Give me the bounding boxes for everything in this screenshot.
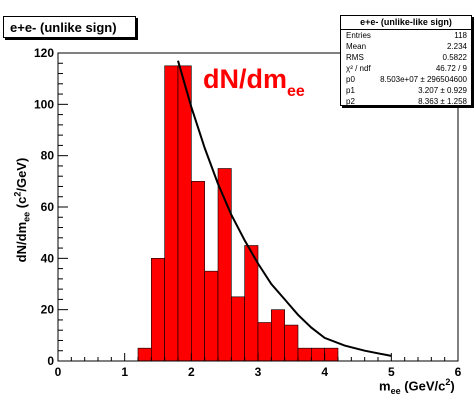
histogram-bar (271, 309, 285, 362)
histogram-bars (137, 65, 339, 362)
x-tick-label: 6 (455, 365, 462, 379)
stats-header: e+e- (unlike-like sign) (341, 16, 471, 30)
histogram-bar (164, 65, 179, 362)
y-axis-label-mid: (c (13, 196, 29, 212)
stats-value: 8.503e+07 ± 296504600 (380, 75, 467, 84)
stats-row: Mean 2.234 (341, 41, 471, 52)
stats-key: RMS (346, 53, 364, 62)
x-axis-label-pre: m (379, 378, 391, 394)
histogram-bar (297, 347, 312, 362)
y-tick-label: 120 (34, 46, 54, 60)
annotation-main: dN/dm (203, 64, 287, 94)
histogram-bar (137, 347, 152, 362)
x-tick-label: 3 (255, 365, 262, 379)
stats-row: χ² / ndf 46.72 / 9 (341, 63, 471, 74)
y-axis-label-sup: 2 (12, 191, 23, 197)
stats-key: p1 (346, 86, 355, 95)
x-axis-label-post: ) (450, 378, 455, 394)
stats-box: e+e- (unlike-like sign) Entries 118 Mean 2.… (340, 15, 472, 106)
histogram-bar (244, 245, 259, 362)
y-tick-label: 100 (34, 97, 54, 111)
x-tick-label: 5 (388, 365, 395, 379)
x-axis-label: mee (GeV/c2) (379, 377, 455, 396)
x-tick-label: 0 (55, 365, 62, 379)
stats-row: p1 3.207 ± 0.929 (341, 85, 471, 96)
x-axis-label-sup: 2 (445, 377, 451, 387)
y-axis-label: dN/dmee (c2/GeV) (13, 158, 32, 263)
y-tick-label: 40 (41, 251, 55, 265)
annotation-sub: ee (287, 83, 305, 100)
histogram-bar (204, 270, 219, 362)
stats-value: 118 (454, 31, 467, 40)
x-tick-label: 1 (121, 365, 128, 379)
histogram-bar (191, 181, 205, 362)
stats-value: 8.363 ± 1.258 (418, 97, 467, 106)
stats-value: 3.207 ± 0.929 (418, 86, 467, 95)
x-axis-label-mid: (GeV/c (400, 378, 446, 394)
histogram-bar (284, 324, 299, 362)
y-axis-label-pre: dN/dm (13, 221, 29, 263)
x-tick-label: 2 (188, 365, 195, 379)
stats-value: 46.72 / 9 (435, 64, 467, 73)
stats-rows: Entries 118 Mean 2.234 RMS 0.5822 χ² / ndf 46.7… (341, 30, 471, 107)
x-axis-label-sub: ee (390, 385, 401, 396)
y-axis-label-post: /GeV) (13, 157, 29, 192)
x-tick-label: 4 (321, 365, 328, 379)
fit-curve (177, 60, 392, 357)
y-tick-label: 20 (41, 303, 55, 317)
stats-row: RMS 0.5822 (341, 52, 471, 63)
stats-key: Entries (346, 31, 371, 40)
histogram-bar (257, 322, 272, 362)
y-tick-label: 80 (41, 149, 55, 163)
stats-value: 0.5822 (442, 53, 467, 62)
histogram-bar (324, 347, 339, 362)
histogram-bar (231, 296, 245, 362)
stats-row: Entries 118 (341, 30, 471, 41)
y-tick-label: 60 (41, 200, 55, 214)
stats-value: 2.234 (446, 42, 467, 51)
stats-key: p2 (346, 97, 355, 106)
y-axis-label-sub: ee (21, 211, 32, 222)
histogram-bar (151, 258, 165, 362)
annotation-label: dN/dmee (203, 64, 305, 101)
histogram-bar (177, 65, 192, 362)
histogram-bar (311, 347, 325, 362)
stats-row: p2 8.363 ± 1.258 (341, 96, 471, 107)
stats-key: χ² / ndf (346, 64, 371, 73)
histogram-title: e+e- (unlike sign) (3, 16, 136, 38)
y-tick-label: 0 (47, 354, 54, 368)
stats-key: Mean (346, 42, 367, 51)
stats-key: p0 (346, 75, 355, 84)
stats-row: p0 8.503e+07 ± 296504600 (341, 74, 471, 85)
